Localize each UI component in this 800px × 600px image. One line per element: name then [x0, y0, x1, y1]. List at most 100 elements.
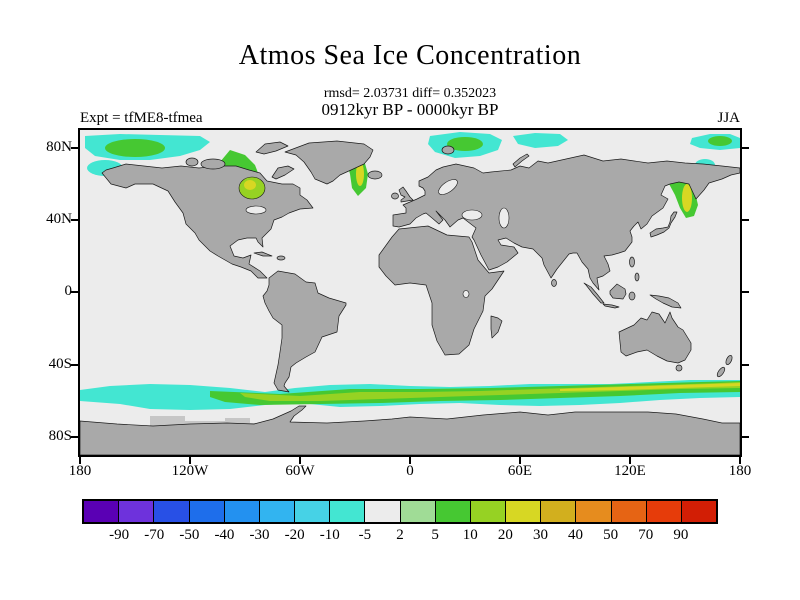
colorbar-tick-label: 30 [532, 527, 548, 543]
island-new-zealand-south [716, 366, 726, 378]
lat-label-80n: 80N [46, 139, 72, 155]
inland-water [238, 176, 510, 298]
axis-tick [71, 219, 79, 221]
lat-label-40s: 40S [48, 356, 72, 372]
island-cuba [253, 251, 273, 257]
axis-tick [629, 456, 631, 464]
island-sumatra [583, 282, 605, 304]
colorbar-tick-label: -40 [214, 527, 235, 543]
colorbar [82, 499, 718, 524]
landmass-greenland [284, 140, 374, 185]
experiment-label: Expt = tfME8-tfmea [80, 110, 203, 126]
island-philippines-south [634, 272, 640, 282]
landmass-africa [378, 225, 505, 356]
colorbar-tick-label: -5 [358, 527, 372, 543]
axis-tick [739, 456, 741, 464]
colorbar-segment [681, 501, 717, 522]
lon-label-60e: 60E [507, 463, 533, 479]
axis-tick [409, 456, 411, 464]
caspian-sea [498, 207, 510, 229]
colorbar-tick-label: -50 [179, 527, 200, 543]
landmass-antarctica [80, 405, 740, 455]
island-britain [398, 186, 414, 203]
colorbar-segment [154, 501, 190, 522]
baltic-sea [438, 179, 458, 195]
lon-label-120w: 120W [171, 463, 209, 479]
colorbar-segment [576, 501, 612, 522]
axis-tick [519, 456, 521, 464]
colorbar-segment [646, 501, 682, 522]
colorbar-tick-label: 40 [568, 527, 584, 543]
island-ireland [391, 192, 399, 200]
axis-tick [741, 219, 749, 221]
axis-tick [189, 456, 191, 464]
island-java [602, 303, 620, 309]
hudson-bay-yellow-core [244, 180, 256, 190]
lat-label-80s: 80S [48, 428, 72, 444]
colorbar-segment [365, 501, 401, 522]
island-philippines-north [629, 256, 635, 268]
colorbar-tick-label: -20 [284, 527, 305, 543]
colorbar-segment [119, 501, 155, 522]
island-ellesmere [255, 141, 289, 155]
island-new-zealand-north [725, 354, 733, 366]
landmass-australia [618, 311, 692, 364]
black-sea [461, 209, 483, 221]
colorbar-segment [435, 501, 471, 522]
axis-tick [71, 436, 79, 438]
colorbar-tick-label: 20 [497, 527, 513, 543]
colorbar-tick-label: 70 [638, 527, 654, 543]
axis-tick [79, 456, 81, 464]
page-title: Atmos Sea Ice Concentration [238, 40, 582, 71]
island-sri-lanka [551, 279, 557, 287]
colorbar-tick-label: -30 [249, 527, 270, 543]
colorbar-segment [295, 501, 331, 522]
colorbar-tick-label: -10 [319, 527, 340, 543]
colorbar-segment [189, 501, 225, 522]
lon-label-60w: 60W [285, 463, 315, 479]
axis-tick [741, 436, 749, 438]
axis-tick [71, 291, 79, 293]
colorbar-tick-label: 2 [396, 527, 404, 543]
colorbar-labels: -90 -70 -50 -40 -30 -20 -10 -5 2 5 10 20… [84, 527, 716, 545]
island-madagascar [490, 315, 503, 339]
island-victoria [200, 158, 226, 170]
island-japan [649, 211, 678, 238]
colorbar-segment [224, 501, 260, 522]
island-banks [185, 157, 199, 167]
axis-tick [299, 456, 301, 464]
sea-ice-anomaly-southern-band [80, 380, 740, 410]
colorbar-segment [541, 501, 577, 522]
lat-label-0: 0 [64, 283, 73, 299]
island-borneo [609, 283, 627, 300]
colorbar-segment [330, 501, 366, 522]
colorbar-segment [84, 501, 120, 522]
island-new-guinea [649, 294, 682, 309]
island-tasmania [675, 364, 683, 372]
island-baffin [271, 165, 295, 180]
lon-label-0: 0 [406, 463, 414, 479]
axis-tick [741, 147, 749, 149]
landmass-south-america [262, 270, 347, 393]
axis-tick [741, 291, 749, 293]
lon-label-180w: 180 [68, 463, 92, 479]
island-iceland [367, 170, 383, 180]
world-map [80, 130, 740, 455]
island-svalbard [441, 145, 455, 155]
colorbar-segment [470, 501, 507, 522]
lon-label-180e: 180 [728, 463, 752, 479]
island-hispaniola [276, 255, 286, 261]
colorbar-tick-label: 50 [603, 527, 619, 543]
colorbar-segment [400, 501, 436, 522]
lake-victoria [462, 290, 470, 298]
colorbar-tick-label: 10 [462, 527, 478, 543]
island-sulawesi [628, 291, 636, 301]
period-line: 0912kyr BP - 0000kyr BP [321, 100, 499, 119]
stats-line: rmsd= 2.03731 diff= 0.352023 [323, 86, 497, 101]
axis-tick [71, 364, 79, 366]
lat-label-40n: 40N [46, 211, 72, 227]
colorbar-tick-label: 90 [673, 527, 689, 543]
landmass-eurasia [392, 154, 740, 291]
lon-label-120e: 120E [614, 463, 646, 479]
